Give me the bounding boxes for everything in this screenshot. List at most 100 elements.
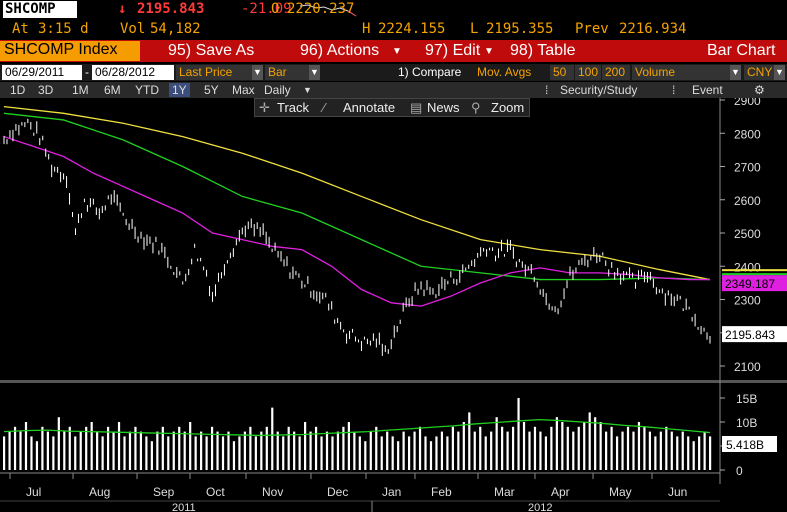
volume-bar: [577, 426, 580, 470]
actions-dropdown-icon[interactable]: ▼: [392, 46, 402, 57]
period-ytd[interactable]: YTD: [135, 83, 159, 97]
volume-bar: [391, 436, 394, 470]
volume-bar: [336, 431, 340, 470]
menu-bar: SHCOMP Index 95) Save As 96) Actions ▼ 9…: [0, 40, 787, 62]
volume-bar: [594, 417, 597, 470]
volume-bar: [353, 431, 356, 470]
frequency-dropdown-icon[interactable]: ▼: [303, 85, 312, 95]
volume-bar: [386, 431, 389, 470]
volume-dropdown-icon[interactable]: ▼: [730, 65, 741, 80]
track-button[interactable]: Track: [277, 100, 310, 115]
price-dropdown-icon[interactable]: ▼: [252, 65, 263, 80]
period-max[interactable]: Max: [232, 83, 255, 97]
volume-bar: [621, 431, 624, 470]
ma3-field[interactable]: 200: [602, 65, 630, 80]
zoom-button[interactable]: Zoom: [491, 100, 525, 115]
volume-bar: [57, 417, 60, 470]
time-value: 3:15 d: [38, 21, 89, 37]
price-tick-label: 2800: [734, 127, 761, 141]
news-icon[interactable]: ▤: [410, 100, 423, 115]
period-1y[interactable]: 1Y: [169, 83, 190, 97]
frequency-select[interactable]: Daily: [264, 83, 291, 97]
volume-bar: [479, 426, 482, 470]
volume-bar: [282, 436, 285, 470]
volume-bar: [698, 436, 701, 470]
volume-bar: [183, 431, 186, 470]
start-date-field[interactable]: 06/29/2011: [2, 65, 82, 80]
volume-bar: [167, 436, 170, 470]
compare-button[interactable]: 1) Compare: [398, 65, 462, 79]
high-label: H: [362, 21, 371, 37]
volume-bar: [364, 441, 367, 470]
event-icon[interactable]: ⁞: [672, 83, 676, 97]
volume-bar: [468, 412, 471, 470]
volume-bar: [495, 417, 498, 470]
prev-label: Prev: [575, 21, 609, 37]
volume-bar: [178, 426, 181, 470]
table-button[interactable]: 98) Table: [510, 42, 576, 59]
volume-bar: [276, 431, 279, 470]
volume-bar: [200, 431, 203, 470]
period-1d[interactable]: 1D: [10, 83, 26, 97]
security-study-button[interactable]: Security/Study: [560, 83, 638, 97]
volume-bar: [440, 431, 444, 470]
year-label: 2012: [528, 502, 552, 512]
event-button[interactable]: Event: [692, 83, 723, 97]
news-button[interactable]: News: [427, 100, 460, 115]
track-icon[interactable]: ✛: [259, 100, 270, 115]
style-field[interactable]: Bar: [265, 65, 309, 80]
volume-bar: [687, 436, 690, 470]
volume-bar: [358, 436, 361, 470]
volume-bar: [101, 436, 104, 470]
open-label: O: [271, 1, 280, 17]
month-label: Feb: [431, 485, 452, 499]
volume-bar: [429, 441, 433, 470]
actions-button[interactable]: 96) Actions: [300, 42, 380, 59]
annotate-icon[interactable]: ⁄: [323, 100, 326, 115]
volume-tick-label: 15B: [736, 392, 757, 406]
edit-dropdown-icon[interactable]: ▼: [484, 46, 494, 57]
edit-button[interactable]: 97) Edit: [425, 42, 481, 59]
ma-marker: [722, 273, 787, 276]
price-tick-label: 2600: [734, 194, 761, 208]
volume-bar: [90, 422, 93, 470]
month-label: Aug: [89, 485, 110, 499]
volume-bar: [637, 422, 641, 470]
volume-bar: [501, 426, 504, 470]
ticker: SHCOMP: [3, 1, 77, 18]
period-3d[interactable]: 3D: [38, 83, 54, 97]
volume-bar: [74, 436, 77, 470]
style-dropdown-icon[interactable]: ▼: [309, 65, 320, 80]
end-date-field[interactable]: 06/28/2012: [92, 65, 174, 80]
price-field[interactable]: Last Price: [176, 65, 252, 80]
currency-field[interactable]: CNY: [744, 65, 774, 80]
ma1-field[interactable]: 50: [550, 65, 574, 80]
volume-bar: [418, 426, 422, 470]
volume-bar: [96, 431, 99, 470]
currency-dropdown-icon[interactable]: ▼: [774, 65, 785, 80]
volume-bar: [287, 426, 290, 470]
ma-label-bg: [722, 275, 787, 292]
volume-bar: [68, 426, 71, 470]
volume-bar: [331, 436, 334, 470]
volume-bar: [369, 431, 372, 470]
chart-icon[interactable]: ⁞: [545, 83, 549, 97]
gear-icon[interactable]: ⚙: [754, 83, 765, 97]
save-as-button[interactable]: 95) Save As: [168, 42, 255, 59]
chart-area[interactable]: 21002200230024002500260027002800290005B1…: [0, 94, 787, 512]
volume-bar: [249, 426, 252, 470]
period-5y[interactable]: 5Y: [204, 83, 219, 97]
period-6m[interactable]: 6M: [104, 83, 121, 97]
controls-bar: 06/29/2011 - 06/28/2012 Last Price ▼ Bar…: [0, 64, 787, 81]
volume-bar: [123, 436, 126, 470]
volume-field[interactable]: Volume: [632, 65, 730, 80]
last-price: 2195.843: [137, 1, 205, 17]
ma2-field[interactable]: 100: [575, 65, 601, 80]
volume-bar: [511, 426, 515, 470]
price-volume-chart[interactable]: 21002200230024002500260027002800290005B1…: [0, 94, 787, 512]
vol-label: Vol: [120, 21, 146, 37]
annotate-button[interactable]: Annotate: [343, 100, 396, 115]
period-1m[interactable]: 1M: [72, 83, 89, 97]
volume-bar: [643, 426, 646, 470]
zoom-icon[interactable]: ⚲: [471, 100, 481, 115]
